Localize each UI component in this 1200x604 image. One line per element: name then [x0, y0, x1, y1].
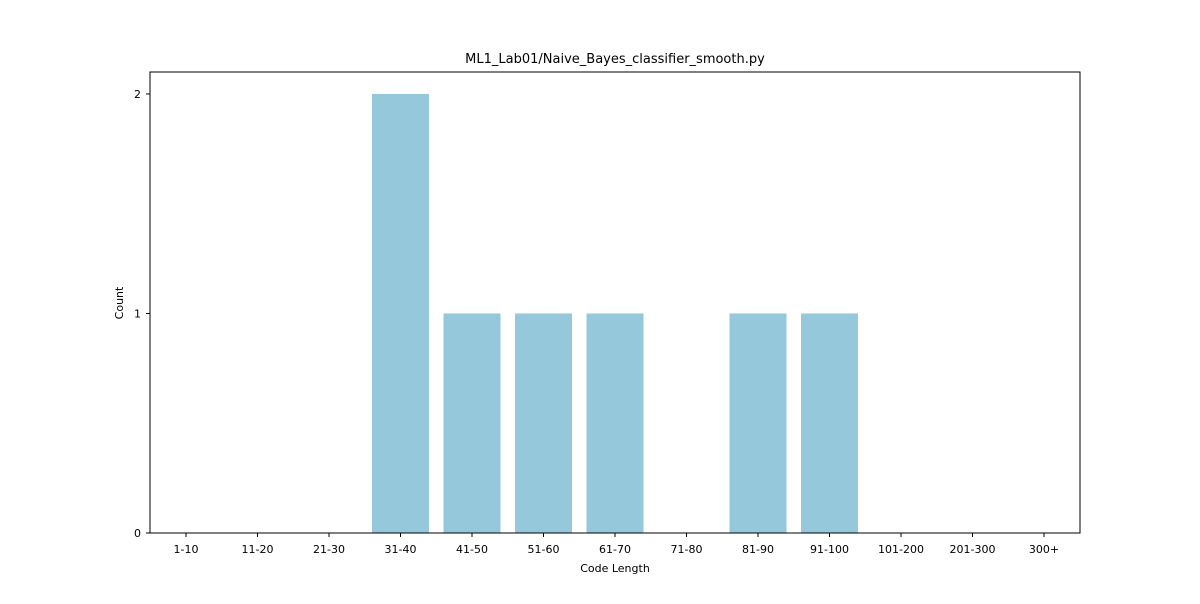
x-axis-ticks: 1-10 11-20 21-30 31-40 41-50 51-60 61-70 71-80 8… — [174, 533, 1059, 556]
y-tick-label: 1 — [134, 307, 141, 320]
x-tick-label: 51-60 — [528, 543, 560, 556]
y-tick-label: 0 — [134, 527, 141, 540]
x-tick-label: 1-10 — [174, 543, 199, 556]
x-tick-label: 201-300 — [950, 543, 996, 556]
x-tick-label: 21-30 — [313, 543, 345, 556]
x-tick-label: 11-20 — [242, 543, 274, 556]
bars-group — [372, 93, 858, 533]
x-tick-label: 31-40 — [385, 543, 417, 556]
bar-81-90 — [729, 313, 787, 533]
x-tick-label: 91-100 — [810, 543, 849, 556]
x-tick-label: 300+ — [1029, 543, 1059, 556]
y-axis-ticks: 0 1 2 — [134, 88, 150, 540]
bar-41-50 — [443, 313, 501, 533]
x-tick-label: 81-90 — [742, 543, 774, 556]
bar-61-70 — [586, 313, 644, 533]
x-tick-label: 71-80 — [671, 543, 703, 556]
x-tick-label: 101-200 — [878, 543, 924, 556]
bar-31-40 — [372, 93, 429, 533]
y-tick-label: 2 — [134, 88, 141, 101]
y-axis-label: Count — [113, 286, 126, 319]
bar-91-100 — [801, 313, 858, 533]
chart-title: ML1_Lab01/Naive_Bayes_classifier_smooth.… — [465, 52, 765, 67]
x-axis-label: Code Length — [580, 562, 650, 575]
plot-frame — [149, 71, 1081, 534]
x-tick-label: 61-70 — [599, 543, 631, 556]
bar-51-60 — [515, 313, 572, 533]
x-tick-label: 41-50 — [456, 543, 488, 556]
